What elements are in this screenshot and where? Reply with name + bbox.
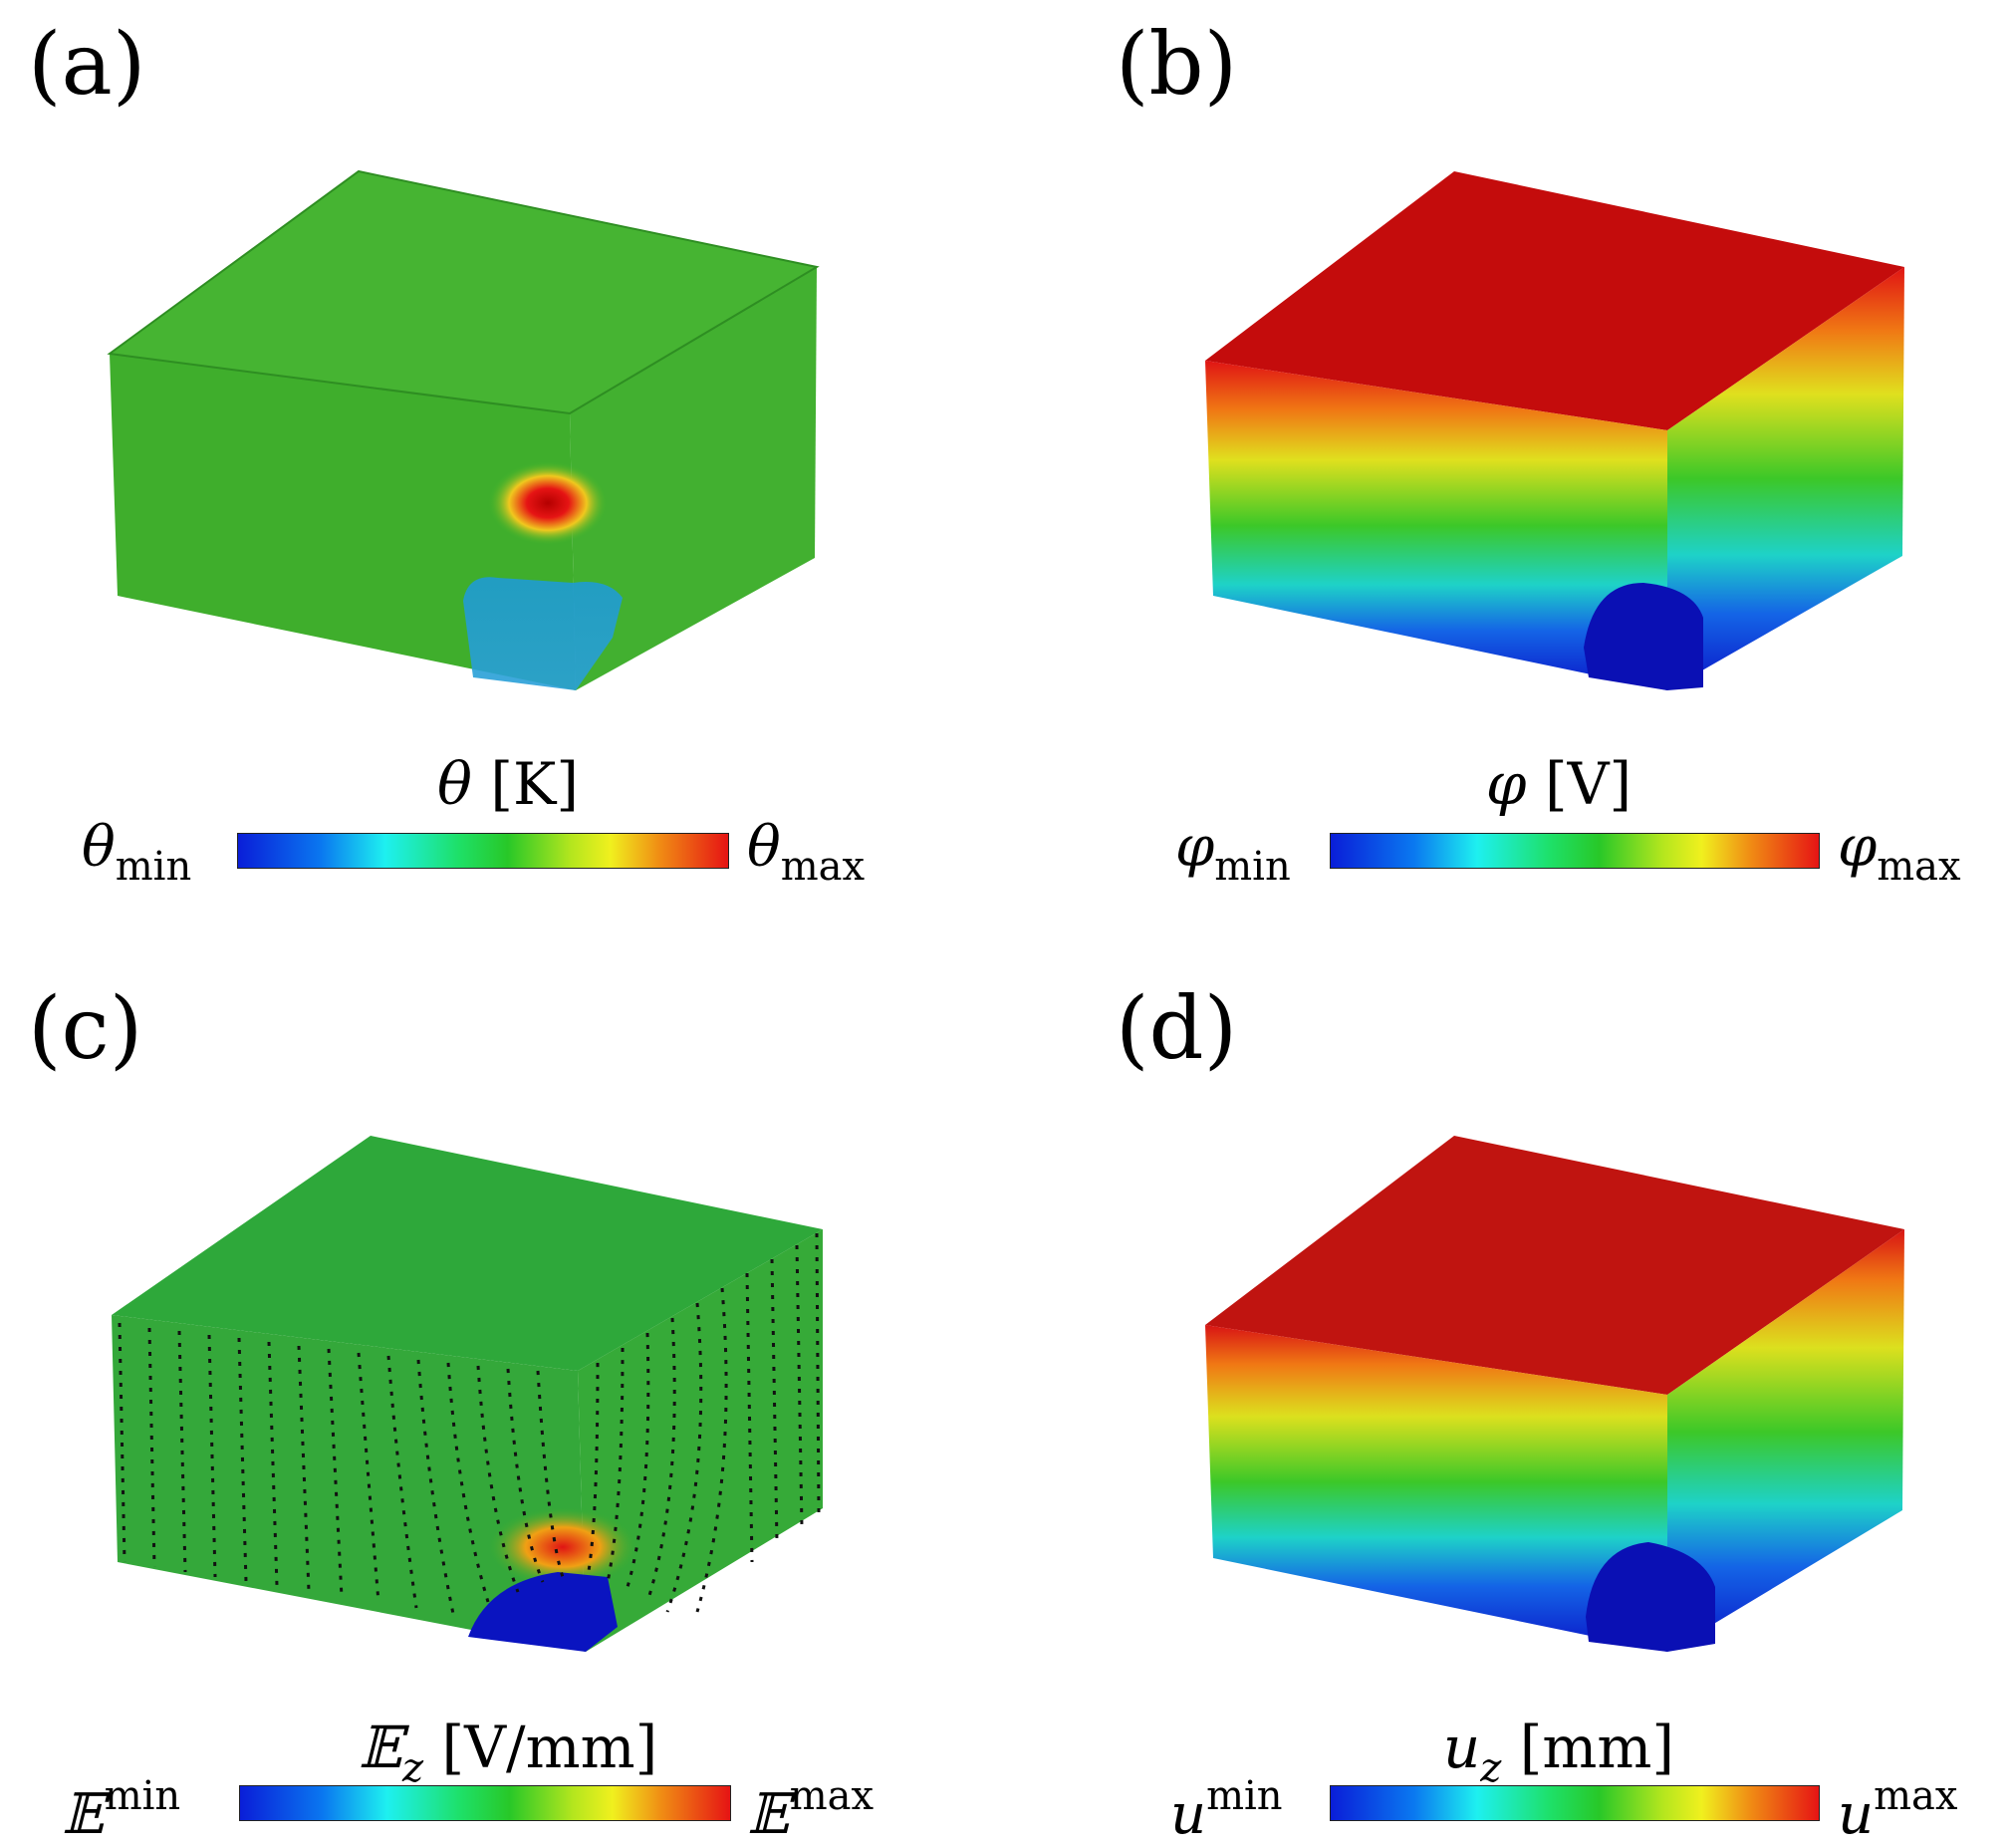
field-block-render	[112, 1136, 823, 1652]
colorbar	[1330, 1785, 1820, 1821]
colorbar	[1330, 833, 1820, 869]
colorbar-min-label: θmin	[82, 815, 192, 890]
colorbar-min-label: 𝔼min	[62, 1773, 181, 1847]
panel-d: (d) uz [mm] umin umax	[1006, 924, 2011, 1848]
panel-label: (c)	[28, 979, 143, 1079]
panel-label: (b)	[1116, 15, 1238, 115]
colorbar	[239, 1785, 731, 1821]
colorbar-max-label: umax	[1838, 1773, 1958, 1847]
field-lines	[118, 1232, 821, 1615]
colorbar-min-label: umin	[1170, 1773, 1283, 1847]
colorbar-min-label: φmin	[1175, 815, 1291, 890]
panel-label: (d)	[1116, 979, 1238, 1079]
colorbar-max-label: φmax	[1838, 815, 1961, 890]
colorbar-max-label: θmax	[747, 815, 866, 890]
colorbar-title: θ [K]	[437, 750, 579, 818]
displacement-block-render	[1205, 1136, 1904, 1652]
temperature-block-render	[107, 169, 820, 690]
panel-b: (b) φ [V] φmin φmax	[1006, 0, 2011, 924]
colorbar-title: φ [V]	[1485, 750, 1633, 818]
panel-c: (c) 𝔼z [V/mm] 𝔼min �	[0, 924, 1005, 1848]
panel-label: (a)	[28, 15, 146, 115]
colorbar	[237, 833, 729, 869]
panel-a: (a) θ [K] θmin θmax	[0, 0, 1005, 924]
colorbar-title: 𝔼z [V/mm]	[358, 1714, 658, 1791]
colorbar-max-label: 𝔼max	[747, 1773, 875, 1847]
potential-block-render	[1205, 171, 1904, 690]
colorbar-title: uz [mm]	[1442, 1714, 1675, 1791]
